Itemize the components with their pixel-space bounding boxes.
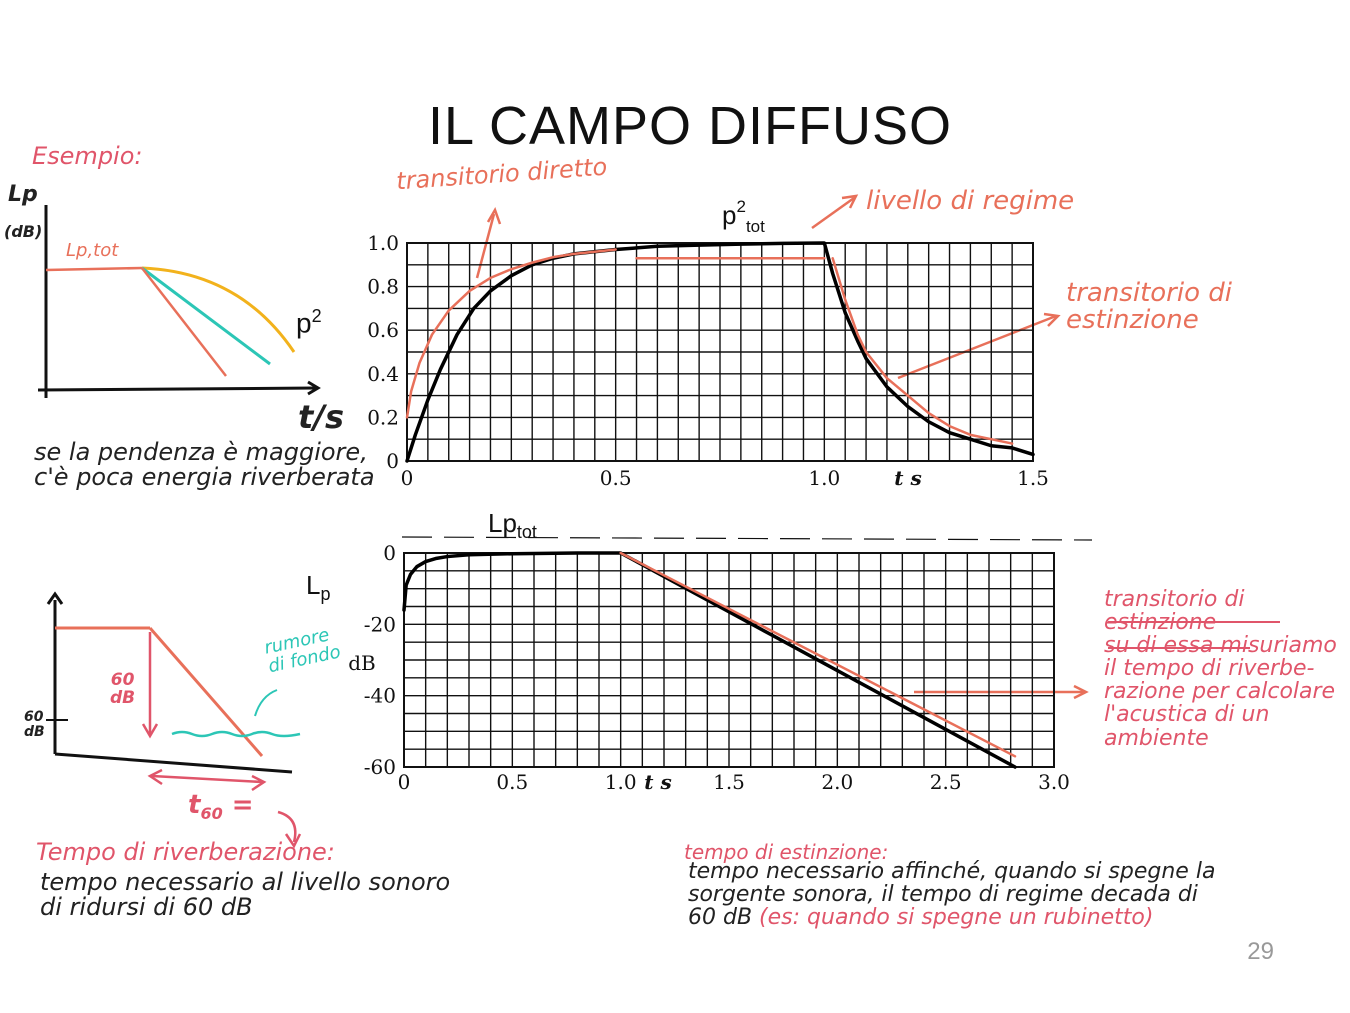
schematic-decay xyxy=(148,627,264,757)
y-tick-label: 0 xyxy=(383,541,396,565)
extinction-transient-note: transitorio di estinzione su di essa mis… xyxy=(1104,587,1337,751)
y-tick-label: 0.2 xyxy=(367,405,399,429)
example-level-line xyxy=(45,266,143,272)
example-y-axis-unit: (dB) xyxy=(4,222,43,241)
reverb-def-text: tempo necessario al livello sonoro di rid… xyxy=(40,868,451,922)
plot-frame xyxy=(403,552,1055,768)
noise-pointer xyxy=(254,689,278,717)
x-tick-label: 0.5 xyxy=(600,466,632,490)
schematic-y-arrow xyxy=(46,591,64,605)
y-axis-label: dB xyxy=(348,651,376,675)
y-tick-label: -40 xyxy=(364,684,396,708)
example-curve-label: p2 xyxy=(296,306,322,339)
series-line-0 xyxy=(405,241,1035,463)
page-number: 29 xyxy=(1247,938,1274,965)
t60-curl-arrow xyxy=(277,810,297,843)
y-tick-label: 1.0 xyxy=(367,231,399,255)
lp-label: Lp xyxy=(306,570,331,605)
extinction-transient-label: transitorio di estinzione xyxy=(1066,278,1232,336)
y-tick-label: -20 xyxy=(364,612,396,636)
y-tick-label: 0.6 xyxy=(367,318,399,342)
example-curve-red xyxy=(141,267,227,377)
extinction-arrow xyxy=(897,314,1057,380)
t60-arrow-right xyxy=(251,774,267,792)
x-tick-label: 0.5 xyxy=(496,770,528,794)
series-line-1 xyxy=(405,248,617,419)
annotation-arrows xyxy=(401,194,1280,700)
example-curve-teal xyxy=(141,266,271,366)
x-tick-label: 2.5 xyxy=(930,770,962,794)
schematic-x-axis xyxy=(54,752,293,774)
schematic-y-mark: 60 dB xyxy=(24,709,45,740)
x-tick-label: 1.0 xyxy=(808,466,840,490)
extinction-def-text: tempo necessario affinché, quando si spe… xyxy=(688,859,1216,931)
schematic-delta-arrow xyxy=(141,723,159,739)
lp-tot-dashed-line xyxy=(401,536,1093,541)
reverb-def-heading: Tempo di riverberazione: xyxy=(36,838,335,866)
direct-transient-arrow xyxy=(475,213,496,279)
x-tick-label: 0 xyxy=(398,770,411,794)
regime-arrow xyxy=(811,196,855,230)
series-line-3 xyxy=(831,257,1014,445)
example-y-axis-label: Lp xyxy=(8,182,38,207)
x-tick-label: 3.0 xyxy=(1038,770,1070,794)
schematic-delta-label: 60 dB xyxy=(110,670,136,708)
lp-tot-label: Lptot xyxy=(488,508,537,543)
y-tick-label: -60 xyxy=(364,755,396,779)
x-axis-label: t s xyxy=(894,466,921,490)
y-tick-label: 0.4 xyxy=(367,362,399,386)
y-tick-label: 0.8 xyxy=(367,275,399,299)
chart1-top-label: p2tot xyxy=(722,197,765,236)
grid xyxy=(403,552,1055,768)
x-tick-label: 1.5 xyxy=(713,770,745,794)
example-x-arrow xyxy=(307,380,321,396)
example-level-label: Lp,tot xyxy=(66,240,119,261)
example-x-axis-label: t/s xyxy=(298,398,345,436)
x-tick-label: 0 xyxy=(401,466,414,490)
t60-curl-head xyxy=(284,833,302,849)
x-axis-label: t s xyxy=(644,770,671,794)
example-label: Esempio: xyxy=(32,142,143,170)
t60-label: t60 = xyxy=(188,790,254,824)
y-tick-label: 0 xyxy=(386,449,399,473)
example-x-axis xyxy=(37,386,317,392)
page-title: IL CAMPO DIFFUSO xyxy=(427,96,953,156)
extinction-def-heading: tempo di estinzione: xyxy=(684,840,889,864)
example-curve-yellow xyxy=(141,266,296,353)
series-line-0 xyxy=(402,551,1017,769)
t60-span xyxy=(151,774,263,784)
example-sketch xyxy=(37,205,321,398)
x-tick-label: 1.5 xyxy=(1017,466,1049,490)
t60-arrow-left xyxy=(147,768,163,786)
series-line-1 xyxy=(619,551,1017,758)
x-tick-label: 1.0 xyxy=(605,770,637,794)
reverb-schematic xyxy=(46,591,302,849)
x-tick-label: 2.0 xyxy=(821,770,853,794)
example-note: se la pendenza è maggiore, c'è poca energ… xyxy=(34,438,375,492)
noise-floor-line xyxy=(171,730,301,738)
regime-level-label: livello di regime xyxy=(866,186,1075,216)
